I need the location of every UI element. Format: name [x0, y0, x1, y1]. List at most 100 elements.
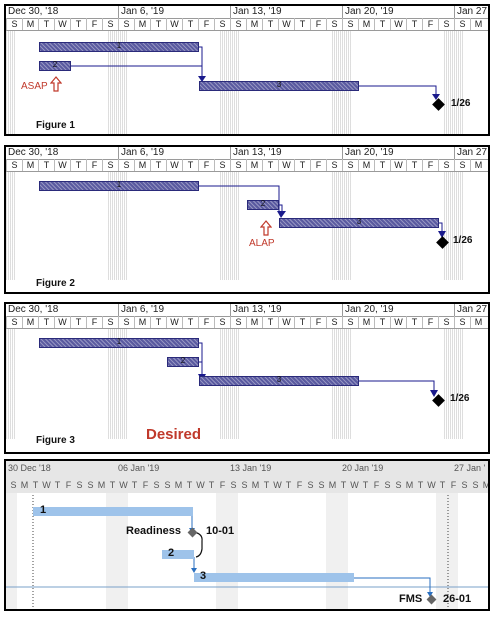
day-cell: M [358, 18, 374, 30]
day-cell: S [454, 316, 470, 328]
day-cell: T [294, 159, 310, 171]
day-cell: S [230, 316, 246, 328]
day-cell: W [350, 480, 359, 490]
day-cell: F [86, 18, 102, 30]
day-cell: S [118, 159, 134, 171]
nonworking-shading [6, 172, 16, 280]
week-label: Jan 20, '19 [342, 304, 454, 316]
nonworking-shading [216, 493, 238, 609]
task-bar-2[interactable] [162, 550, 194, 559]
week-label: Jan 13, '19 [230, 147, 342, 159]
task-bar-1[interactable]: 1 [39, 41, 199, 52]
fms-milestone-icon[interactable] [426, 594, 437, 605]
timescale-header: Dec 30, '18 Jan 6, '19 Jan 13, '19 Jan 2… [6, 304, 488, 329]
day-cell: F [422, 316, 438, 328]
day-cell: F [198, 316, 214, 328]
week-label: Dec 30, '18 [8, 6, 59, 17]
day-cell: W [390, 18, 406, 30]
task-bar-2[interactable]: 2 [39, 60, 71, 71]
day-cell: T [70, 18, 86, 30]
day-cell: S [230, 480, 237, 490]
day-cell: M [134, 316, 150, 328]
milestone-date: 1/26 [450, 393, 470, 404]
nonworking-shading [444, 172, 464, 280]
day-cell: W [42, 480, 51, 490]
day-cell: W [278, 316, 294, 328]
day-cell: T [32, 480, 39, 490]
day-cell: S [6, 159, 22, 171]
day-cell: T [182, 18, 198, 30]
week-label: Jan 6, '19 [118, 6, 230, 18]
week-label: Jan 6, '19 [118, 304, 230, 316]
day-cell: F [310, 316, 326, 328]
readiness-milestone-icon[interactable] [187, 527, 198, 538]
day-cell: S [318, 480, 325, 490]
week-label: Jan 20, '19 [342, 6, 454, 18]
readiness-date: 10-01 [206, 525, 235, 537]
week-label: 13 Jan '19 [230, 463, 272, 473]
week-label: Dec 30, '18 [8, 304, 59, 315]
day-cell: F [422, 159, 438, 171]
day-cell: M [470, 159, 486, 171]
day-cell: W [273, 480, 282, 490]
day-cell: W [54, 159, 70, 171]
day-cell: F [310, 18, 326, 30]
task-bar-3[interactable]: 3 [199, 375, 359, 386]
day-cell: T [374, 316, 390, 328]
day-cell: S [241, 480, 248, 490]
nonworking-shading [108, 172, 128, 280]
day-cell: T [109, 480, 116, 490]
day-cell: W [278, 159, 294, 171]
day-cell: F [142, 480, 149, 490]
day-cell: T [131, 480, 138, 490]
day-cell: T [182, 316, 198, 328]
day-cell: F [86, 316, 102, 328]
nonworking-shading [220, 172, 240, 280]
fms-date: 26-01 [443, 593, 472, 605]
task-bar-2[interactable]: 2 [247, 199, 279, 210]
task-bar-3[interactable]: 3 [279, 217, 439, 228]
nonworking-shading [436, 493, 458, 609]
day-cell: F [450, 480, 457, 490]
day-cell: S [342, 316, 358, 328]
day-cell: T [208, 480, 215, 490]
day-cell: T [374, 18, 390, 30]
milestone-diamond-icon[interactable] [432, 98, 445, 111]
task-bar-1[interactable] [33, 507, 193, 516]
week-label: 27 Jan ' [454, 463, 486, 473]
task-bar-label: 1 [40, 504, 47, 516]
day-cell: W [390, 316, 406, 328]
week-label: Jan 27 [454, 304, 488, 316]
figure-caption: Figure 2 [36, 278, 75, 289]
task-bar-3[interactable] [194, 573, 354, 582]
task-bar-1[interactable]: 1 [39, 337, 199, 348]
figure-caption: Figure 3 [36, 435, 75, 446]
task-bar-1[interactable]: 1 [39, 180, 199, 191]
day-cell: S [102, 316, 118, 328]
task-bar-2[interactable]: 2 [167, 356, 199, 367]
nonworking-shading [106, 493, 128, 609]
day-cell: M [22, 316, 38, 328]
day-cell: T [70, 159, 86, 171]
day-cell: W [278, 18, 294, 30]
day-cell: T [54, 480, 61, 490]
week-label: Jan 20, '19 [342, 147, 454, 159]
day-cell: W [54, 316, 70, 328]
day-cell: T [285, 480, 292, 490]
day-cell: T [263, 480, 270, 490]
day-cell: S [438, 159, 454, 171]
day-cell: M [246, 18, 262, 30]
day-cell: T [294, 18, 310, 30]
day-cell: S [438, 316, 454, 328]
day-cell: T [439, 480, 446, 490]
day-cell: S [384, 480, 391, 490]
day-cell: S [326, 18, 342, 30]
task-bar-3[interactable]: 3 [199, 80, 359, 91]
nonworking-shading [6, 31, 16, 134]
day-cell: T [182, 159, 198, 171]
milestone-diamond-icon[interactable] [432, 394, 445, 407]
week-label: Jan 27 [454, 147, 488, 159]
day-cell: T [294, 316, 310, 328]
day-cell: S [214, 159, 230, 171]
day-cell: M [20, 480, 29, 490]
